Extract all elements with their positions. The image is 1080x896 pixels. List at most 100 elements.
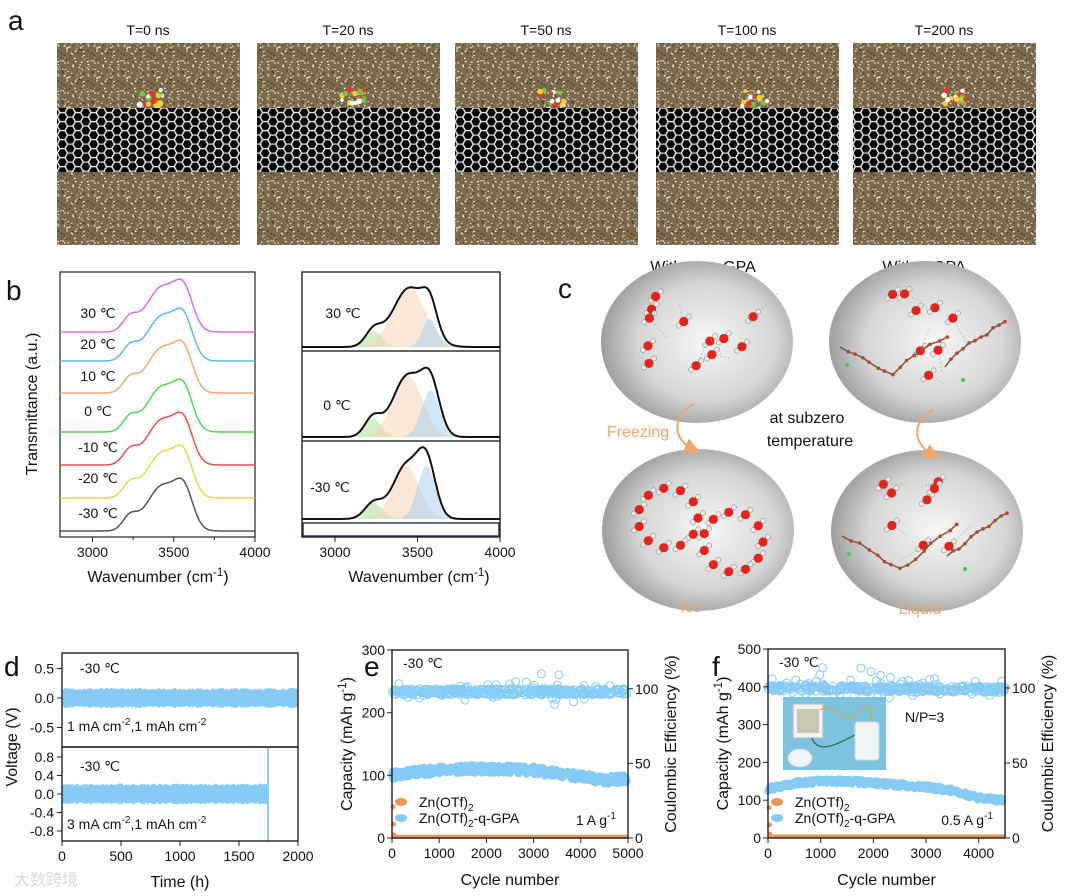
y-axis-title: Capacity (mAh g-1) xyxy=(337,677,356,811)
y2-tick-label: 0 xyxy=(635,830,643,846)
ce-point xyxy=(942,684,952,694)
hydrogen-atom xyxy=(906,286,913,292)
capacity-point xyxy=(419,769,427,777)
series-label-part: 30 ℃ xyxy=(325,305,360,321)
ce-point xyxy=(396,688,406,698)
total-spectrum-line xyxy=(302,366,500,438)
capacity-point xyxy=(881,780,889,788)
capacity-point xyxy=(778,781,786,789)
y-axis-title-part: Transmittance (a.u.) xyxy=(24,333,41,476)
x-axis-title-part: -1 xyxy=(474,567,484,579)
x-tick-label: 3500 xyxy=(402,544,433,560)
ce-point xyxy=(552,687,562,697)
ce-point xyxy=(554,670,564,680)
additive-atom xyxy=(559,103,564,108)
graphene-band xyxy=(57,108,240,172)
capacity-point xyxy=(477,765,485,773)
capacity-point xyxy=(991,797,999,805)
temperature-label-part: -30 ℃ xyxy=(80,660,120,676)
capacity-point xyxy=(871,780,879,788)
capacity-point xyxy=(552,766,559,774)
y-tick-label-part: 200 xyxy=(738,754,762,770)
spectrum-line xyxy=(60,477,255,532)
oxygen-atom xyxy=(887,520,897,531)
additive-atom xyxy=(145,101,152,107)
hydrogen-atom xyxy=(765,534,771,540)
oxygen-atom xyxy=(930,303,940,313)
x-axis-title-part: Cycle number xyxy=(461,872,560,889)
ce-point xyxy=(507,684,517,694)
series-label: -20 ℃ xyxy=(78,470,118,486)
x-tick-label-part: 1500 xyxy=(223,848,254,864)
ce-point xyxy=(846,682,856,692)
hydrogen-atom xyxy=(685,313,692,320)
rate-label-part: -1 xyxy=(984,811,993,822)
condition-label: 1 mA cm-2,1 mAh cm-2 xyxy=(67,717,207,734)
x-tick-label: 0 xyxy=(764,845,772,861)
additive-atom xyxy=(961,100,966,106)
y-tick-label: 500 xyxy=(738,641,762,657)
oxygen-atom xyxy=(886,488,897,498)
y-tick-label-part: 0.4 xyxy=(35,768,55,784)
ce-point xyxy=(558,687,568,696)
oxygen-atom xyxy=(643,536,653,546)
capacity-point xyxy=(603,778,611,786)
legend-label-part: Zn(OTf) xyxy=(419,794,468,810)
x-axis-title: Wavenumber (cm-1) xyxy=(87,567,228,586)
temperature-label-part: -30 ℃ xyxy=(80,758,120,774)
ce-point xyxy=(903,675,913,685)
capacity-point xyxy=(564,767,572,775)
additive-atom xyxy=(352,90,358,97)
liquid-gpa-ellipse xyxy=(831,450,1023,612)
ion-dot xyxy=(845,363,849,367)
ice-label: Ice xyxy=(680,599,701,616)
y2-axis-title-part: Coulombic Efficiency (%) xyxy=(1040,655,1057,833)
x-tick-label: 3000 xyxy=(910,845,941,861)
oxygen-atom xyxy=(679,316,689,327)
capacity-point xyxy=(430,769,438,777)
ce-point xyxy=(532,686,542,696)
hydrogen-atom xyxy=(730,504,737,511)
y-tick-label: 300 xyxy=(738,717,762,733)
series-label: -10 ℃ xyxy=(78,439,118,455)
y-tick-label-part: 300 xyxy=(738,717,762,733)
legend-label: Zn(OTf)2-q-GPA xyxy=(419,810,520,830)
y-tick-label-part: 0.0 xyxy=(35,786,55,802)
series-label-part: -30 ℃ xyxy=(78,505,118,521)
gpa-polymer-chain xyxy=(944,321,1006,368)
zn-otf-capacity-point xyxy=(390,804,396,810)
oxygen-atom xyxy=(693,513,703,523)
y-tick-label: -0.5 xyxy=(30,720,54,736)
capacity-point xyxy=(500,769,508,777)
oxygen-atom xyxy=(758,537,768,547)
hydrogen-atom xyxy=(885,476,892,483)
capacity-point xyxy=(549,771,557,779)
additive-atom xyxy=(150,98,157,105)
oxygen-atom xyxy=(699,528,709,539)
additive-atom xyxy=(541,87,547,94)
hydrogen-atom xyxy=(747,506,754,513)
ce-point xyxy=(473,690,483,700)
oxygen-atom xyxy=(688,529,698,539)
h-bond xyxy=(695,346,706,366)
ce-point xyxy=(507,689,517,699)
hydrogen-atom xyxy=(725,330,732,337)
hydrogen-atom xyxy=(650,338,656,344)
oxygen-atom xyxy=(650,291,661,302)
oxygen-atom xyxy=(933,345,943,355)
x-tick-label-part: 4000 xyxy=(963,845,994,861)
legend-label-part: 2 xyxy=(468,803,474,814)
h-bond xyxy=(891,525,909,537)
additive-atom xyxy=(356,88,364,95)
x-tick-label-part: 3000 xyxy=(518,845,549,861)
additive-atom xyxy=(743,89,748,94)
x-tick-label: 0 xyxy=(388,845,396,861)
oxygen-atom xyxy=(688,497,698,507)
series-label-part: -30 ℃ xyxy=(310,479,350,495)
ce-point xyxy=(536,669,546,679)
x-tick-label: 1000 xyxy=(805,845,836,861)
x-axis-title-part: ) xyxy=(484,569,489,586)
x-tick-label-part: 500 xyxy=(109,848,133,864)
y-tick-label: 100 xyxy=(362,767,386,783)
